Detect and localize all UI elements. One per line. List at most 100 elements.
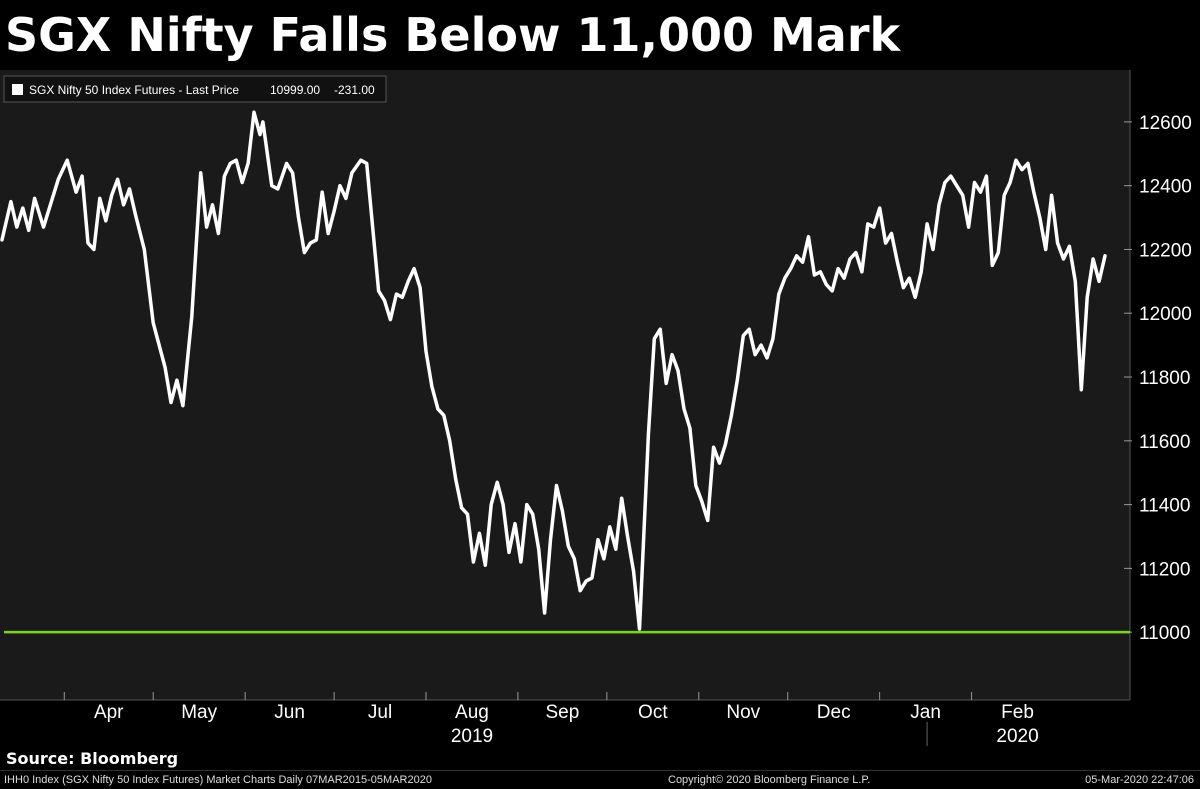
series-point: [549, 538, 552, 541]
series-point: [1068, 245, 1071, 248]
series-point: [205, 226, 208, 228]
series-point: [555, 484, 558, 487]
series-point: [985, 175, 988, 177]
series-point: [950, 175, 952, 177]
series-point: [128, 188, 131, 190]
series-point: [122, 204, 125, 206]
series-point: [1009, 181, 1011, 184]
y-tick-label: 12000: [1139, 304, 1192, 325]
year-labels: 2019 2020: [451, 722, 1039, 747]
series-point: [309, 242, 312, 244]
series-point: [199, 172, 202, 174]
series-point: [1086, 296, 1088, 299]
x-tick-label: May: [181, 702, 217, 723]
series-point: [973, 181, 976, 184]
y-tick-label: 12200: [1139, 240, 1192, 261]
x-tick-label: Oct: [638, 702, 668, 723]
series-point: [1003, 194, 1005, 196]
series-point: [760, 344, 762, 346]
series-point: [182, 404, 184, 407]
series-point: [496, 481, 499, 484]
series-point: [543, 612, 546, 614]
series-point: [116, 178, 119, 181]
series-point: [93, 248, 95, 251]
series-point: [466, 513, 469, 515]
series-point: [997, 251, 1000, 254]
series-point: [890, 232, 893, 235]
series-point: [825, 283, 828, 286]
series-point: [772, 338, 774, 340]
series-point: [164, 366, 166, 369]
series-point: [1092, 258, 1094, 260]
series-point: [10, 200, 12, 203]
series-point: [1021, 168, 1023, 171]
series-point: [902, 286, 905, 289]
series-point: [567, 545, 570, 547]
legend-label: SGX Nifty 50 Index Futures - Last Price: [29, 83, 239, 97]
series-point: [389, 318, 392, 321]
series-point: [561, 510, 564, 512]
series-point: [626, 535, 629, 538]
series-point: [1, 239, 3, 241]
series-point: [365, 162, 368, 165]
series-point: [1033, 191, 1035, 193]
series-point: [677, 369, 679, 372]
series-point: [837, 267, 839, 270]
series-point: [615, 548, 617, 550]
series-point: [170, 401, 172, 404]
series-point: [807, 235, 810, 238]
series-point: [653, 338, 656, 340]
source-label: Source: Bloomberg: [6, 749, 179, 768]
series-point: [241, 181, 243, 184]
series-point: [855, 251, 857, 254]
series-point: [632, 570, 635, 573]
series-point: [748, 328, 750, 331]
series-point: [944, 181, 946, 184]
series-point: [867, 223, 869, 225]
series-points: [1, 111, 1106, 630]
series-point: [321, 191, 324, 193]
series-point: [706, 519, 709, 522]
series-point: [795, 255, 798, 257]
series-point: [1080, 389, 1083, 391]
series-point: [75, 191, 77, 193]
legend: SGX Nifty 50 Index Futures - Last Price 1…: [3, 75, 387, 103]
x-tick-label: Jul: [368, 702, 392, 723]
series-point: [766, 357, 768, 359]
series-point: [42, 226, 45, 228]
series-point: [1098, 280, 1100, 283]
series-point: [932, 248, 934, 251]
series-point: [1056, 242, 1059, 244]
series-point: [1044, 248, 1047, 251]
series-point: [22, 207, 24, 209]
series-point: [484, 564, 487, 566]
series-point: [573, 558, 576, 560]
y-tick-label: 11000: [1139, 623, 1190, 644]
series-point: [15, 226, 18, 228]
footer-index-info: IHH0 Index (SGX Nifty 50 Index Futures) …: [4, 774, 432, 786]
series-point: [813, 274, 816, 276]
y-tick-label: 11400: [1139, 496, 1190, 517]
series-point: [647, 433, 650, 436]
series-point: [701, 500, 703, 503]
x-tick-label: Apr: [94, 702, 124, 723]
series-point: [407, 280, 410, 283]
series-point: [1104, 255, 1106, 257]
series-point: [659, 328, 661, 331]
series-point: [134, 213, 137, 216]
series-point: [878, 207, 881, 209]
series-point: [724, 443, 727, 445]
series-point: [277, 188, 279, 190]
series-point: [99, 197, 101, 200]
series-point: [961, 194, 964, 196]
series-point: [253, 111, 255, 114]
price-chart: 11000 11200 11400 11600 11800 12000 12200 12400…: [0, 70, 1192, 747]
x-tick-label: Aug: [455, 702, 489, 723]
y-tick-label: 12400: [1139, 177, 1192, 198]
footer-bar: IHH0 Index (SGX Nifty 50 Index Futures) …: [0, 770, 1200, 789]
series-point: [784, 277, 786, 279]
series-point: [297, 216, 300, 219]
series-point: [478, 532, 481, 535]
series-point: [291, 172, 294, 174]
series-point: [801, 261, 804, 263]
